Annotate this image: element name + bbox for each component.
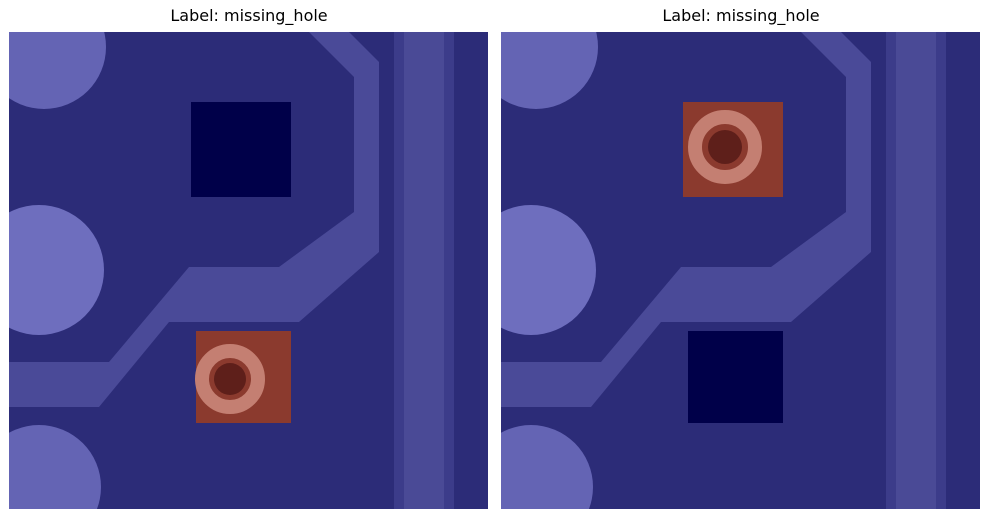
left-pcb-svg bbox=[9, 32, 488, 509]
pad-top bbox=[501, 32, 598, 109]
right-pcb-image bbox=[501, 32, 980, 509]
hole-ring bbox=[195, 344, 265, 414]
diagonal-trace bbox=[9, 32, 379, 407]
pad-bottom bbox=[9, 425, 101, 509]
vertical-trace-core bbox=[896, 32, 936, 509]
dark-square bbox=[688, 331, 783, 423]
pad-bottom bbox=[501, 425, 593, 509]
dark-square bbox=[191, 102, 291, 197]
hole-center bbox=[708, 130, 742, 164]
right-pcb-svg bbox=[501, 32, 980, 509]
right-panel-title: Label: missing_hole bbox=[662, 6, 820, 25]
left-panel: Label: missing_hole bbox=[9, 0, 489, 519]
right-panel: Label: missing_hole bbox=[501, 0, 981, 519]
hole-ring bbox=[688, 110, 762, 184]
hole-center bbox=[214, 363, 246, 395]
pad-top bbox=[9, 32, 106, 109]
diagonal-trace bbox=[501, 32, 871, 407]
left-panel-title: Label: missing_hole bbox=[170, 6, 328, 25]
vertical-trace-core bbox=[404, 32, 444, 509]
pad-middle bbox=[9, 205, 104, 335]
pad-middle bbox=[501, 205, 596, 335]
left-pcb-image bbox=[9, 32, 488, 509]
